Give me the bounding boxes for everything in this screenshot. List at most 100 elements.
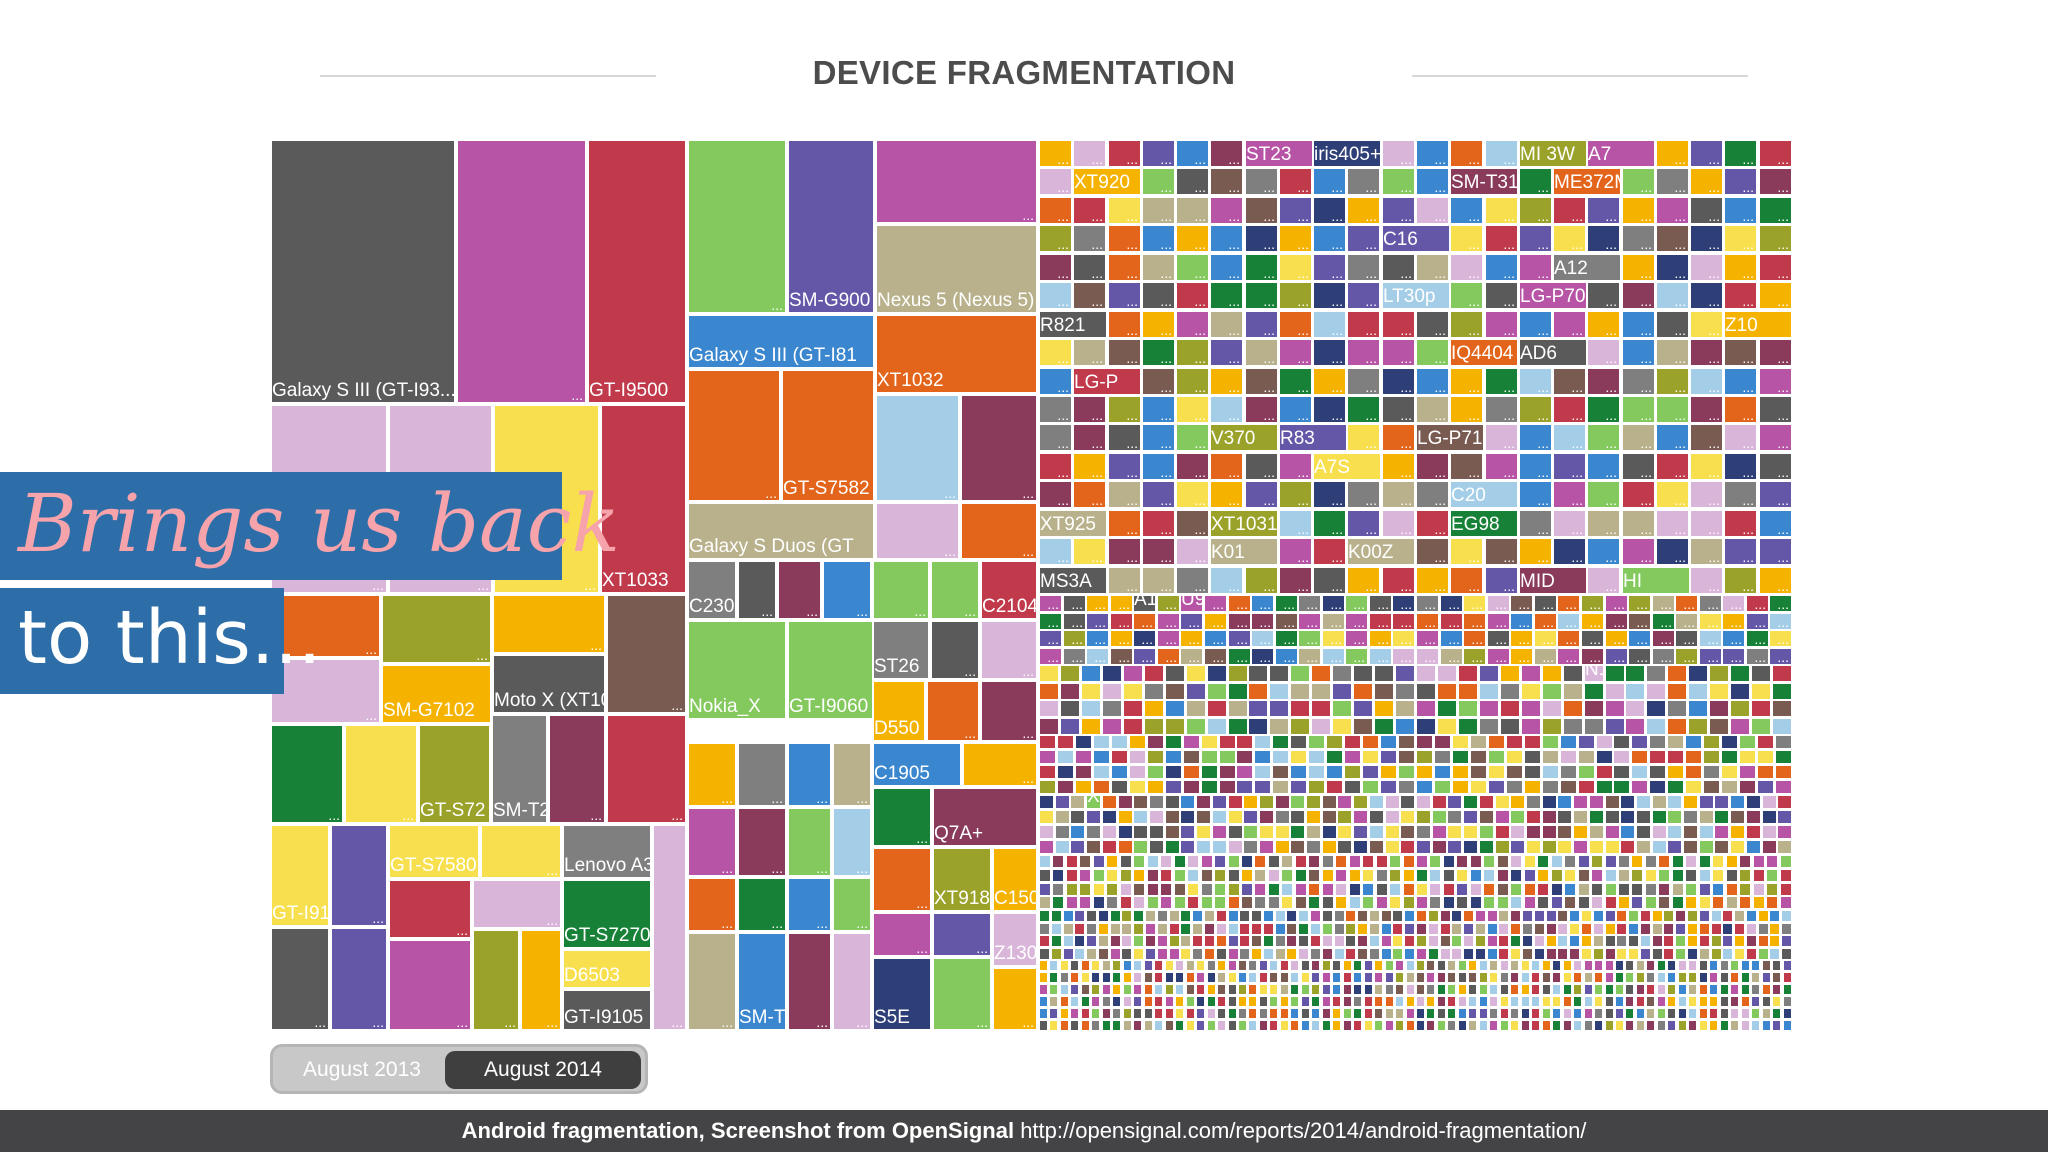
device-tile[interactable]: MS3A <box>1038 566 1108 595</box>
device-tile[interactable] <box>1065 895 1079 910</box>
device-tile[interactable]: ... <box>1107 281 1142 310</box>
device-tile[interactable] <box>1074 734 1093 750</box>
device-tile[interactable]: ... <box>737 807 787 877</box>
device-tile[interactable]: Galaxy S III (GT-I93... <box>270 139 456 404</box>
device-tile[interactable]: ... <box>1391 629 1416 648</box>
device-tile[interactable] <box>1325 749 1344 765</box>
device-tile[interactable] <box>1348 854 1362 869</box>
device-tile[interactable]: ... <box>1621 281 1656 310</box>
device-tile[interactable]: ... <box>1415 452 1450 481</box>
device-tile[interactable]: SM-G7102 <box>381 664 492 724</box>
device-tile[interactable]: ... <box>832 807 872 877</box>
device-tile[interactable] <box>1776 824 1792 840</box>
device-tile[interactable] <box>1056 734 1075 750</box>
device-tile[interactable]: ... <box>1655 167 1690 196</box>
device-tile[interactable]: ... <box>1580 594 1605 613</box>
device-tile[interactable]: ... <box>1484 224 1519 253</box>
device-tile[interactable] <box>1499 699 1521 718</box>
device-tile[interactable]: ... <box>1723 480 1758 509</box>
device-tile[interactable] <box>1556 839 1573 855</box>
device-tile[interactable] <box>1713 809 1730 825</box>
device-tile[interactable]: ... <box>1244 281 1279 310</box>
device-tile[interactable]: ... <box>1621 196 1656 225</box>
device-tile[interactable] <box>1216 1019 1227 1031</box>
device-tile[interactable] <box>1729 809 1746 825</box>
device-tile[interactable]: C150 <box>992 847 1038 912</box>
device-tile[interactable] <box>1174 1019 1185 1031</box>
device-tile[interactable] <box>1588 809 1605 825</box>
device-tile[interactable]: ... <box>1141 167 1176 196</box>
device-tile[interactable] <box>1776 794 1792 810</box>
device-tile[interactable]: ... <box>1689 281 1724 310</box>
device-tile[interactable] <box>1577 868 1591 883</box>
device-tile[interactable] <box>1745 824 1762 840</box>
device-tile[interactable]: ... <box>1621 253 1656 282</box>
device-tile[interactable] <box>1305 839 1322 855</box>
device-tile[interactable]: ... <box>1723 338 1758 367</box>
device-tile[interactable] <box>1509 824 1526 840</box>
toggle-option-august-2014[interactable]: August 2014 <box>445 1051 641 1089</box>
device-tile[interactable] <box>1119 868 1133 883</box>
device-tile[interactable]: ... <box>1552 480 1587 509</box>
device-tile[interactable]: ... <box>1244 367 1279 396</box>
device-tile[interactable] <box>1666 794 1683 810</box>
device-tile[interactable] <box>1143 699 1165 718</box>
device-tile[interactable] <box>1078 854 1092 869</box>
device-tile[interactable]: ... <box>1449 395 1484 424</box>
device-tile[interactable] <box>1630 734 1649 750</box>
device-tile[interactable] <box>1397 734 1416 750</box>
device-tile[interactable]: ... <box>822 560 872 620</box>
device-tile[interactable]: GT-S7580 <box>388 824 480 879</box>
device-tile[interactable] <box>1200 734 1219 750</box>
device-tile[interactable] <box>1242 839 1259 855</box>
device-tile[interactable] <box>1720 764 1739 780</box>
device-tile[interactable]: ... <box>1141 480 1176 509</box>
device-tile[interactable]: ... <box>1141 310 1176 339</box>
device-tile[interactable]: ... <box>1723 224 1758 253</box>
device-tile[interactable]: ... <box>1621 423 1656 452</box>
device-tile[interactable] <box>1687 664 1709 683</box>
device-tile[interactable]: ... <box>1072 480 1107 509</box>
device-tile[interactable]: XT1039 <box>1085 794 1102 810</box>
device-tile[interactable] <box>1038 699 1060 718</box>
device-tile[interactable]: ... <box>1533 629 1558 648</box>
device-tile[interactable] <box>1078 868 1092 883</box>
device-tile[interactable] <box>1428 868 1442 883</box>
device-tile[interactable]: ... <box>1621 224 1656 253</box>
device-tile[interactable] <box>1729 794 1746 810</box>
device-tile[interactable] <box>1078 895 1092 910</box>
device-tile[interactable]: ... <box>1689 423 1724 452</box>
device-tile[interactable]: ... <box>1141 196 1176 225</box>
device-tile[interactable] <box>1446 824 1463 840</box>
device-tile[interactable] <box>1038 839 1055 855</box>
device-tile[interactable]: ... <box>1655 338 1690 367</box>
device-tile[interactable] <box>1776 809 1792 825</box>
device-tile[interactable]: ... <box>1203 594 1228 613</box>
device-tile[interactable]: ... <box>1209 310 1244 339</box>
device-tile[interactable] <box>1271 749 1290 765</box>
device-tile[interactable]: ... <box>932 957 992 1031</box>
device-tile[interactable]: ... <box>930 620 980 680</box>
toggle-option-august-2013[interactable]: August 2013 <box>303 1058 421 1081</box>
device-tile[interactable]: ... <box>1107 566 1142 595</box>
device-tile[interactable] <box>1379 749 1398 765</box>
device-tile[interactable] <box>1289 1019 1300 1031</box>
device-tile[interactable]: ... <box>1486 594 1511 613</box>
device-tile[interactable]: ... <box>1209 566 1244 595</box>
device-tile[interactable] <box>1523 779 1542 795</box>
device-tile[interactable] <box>1307 749 1326 765</box>
device-tile[interactable] <box>1289 839 1306 855</box>
device-tile[interactable] <box>1619 839 1636 855</box>
device-tile[interactable] <box>1399 839 1416 855</box>
device-tile[interactable] <box>1268 1019 1279 1031</box>
device-tile[interactable]: ... <box>1721 629 1746 648</box>
device-tile[interactable] <box>1572 1019 1583 1031</box>
device-tile[interactable]: ... <box>1621 452 1656 481</box>
device-tile[interactable] <box>1051 854 1065 869</box>
device-tile[interactable]: ... <box>1723 423 1758 452</box>
device-tile[interactable]: ... <box>1689 566 1724 595</box>
device-tile[interactable]: ... <box>687 369 781 502</box>
device-tile[interactable]: ... <box>1689 480 1724 509</box>
device-tile[interactable]: ... <box>606 714 687 824</box>
device-tile[interactable] <box>1630 779 1649 795</box>
